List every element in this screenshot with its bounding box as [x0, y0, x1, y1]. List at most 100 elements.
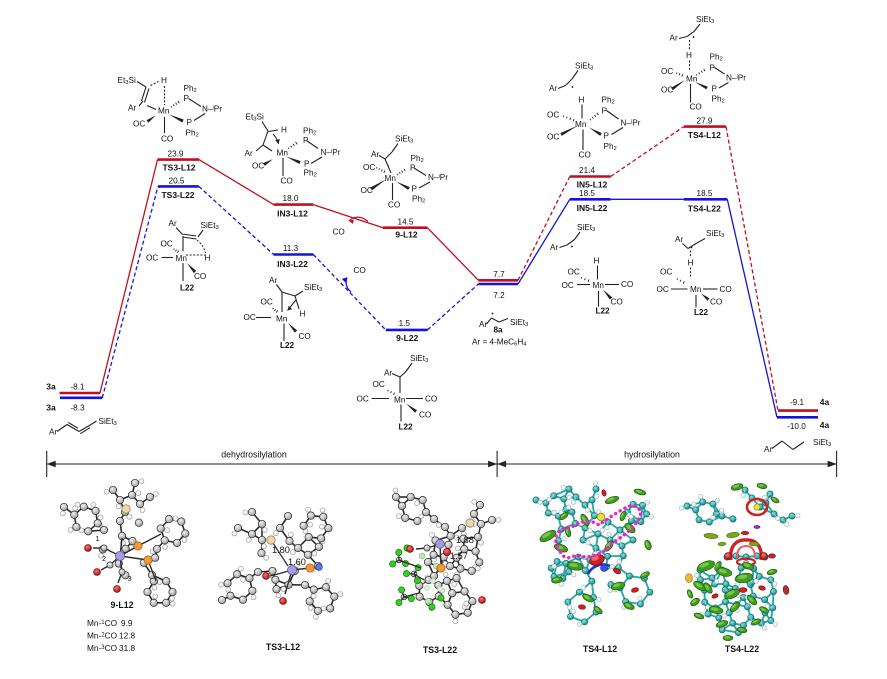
- svg-text:L22: L22: [399, 423, 414, 432]
- svg-text:Ar: Ar: [479, 320, 487, 329]
- svg-text:CO: CO: [354, 266, 366, 275]
- svg-text:H: H: [205, 254, 211, 263]
- svg-text:CO: CO: [621, 280, 633, 289]
- svg-text:OC: OC: [363, 163, 375, 172]
- svg-text:31.8: 31.8: [119, 643, 136, 653]
- svg-text:-8.1: -8.1: [70, 383, 85, 392]
- svg-text:9-L12: 9-L12: [111, 600, 134, 610]
- svg-text:Mn: Mn: [394, 396, 406, 405]
- svg-text:1.80: 1.80: [272, 545, 290, 555]
- svg-text:Ar: Ar: [245, 149, 253, 158]
- svg-text:20.5: 20.5: [169, 176, 185, 185]
- svg-text:L22: L22: [596, 307, 611, 316]
- svg-text:CO: CO: [611, 298, 623, 307]
- svg-text:18.0: 18.0: [283, 194, 299, 203]
- svg-text:14.5: 14.5: [398, 217, 414, 226]
- svg-text:Mn: Mn: [276, 315, 288, 324]
- svg-text:L22: L22: [694, 308, 709, 317]
- svg-text:Ar: Ar: [549, 84, 557, 93]
- svg-text:Mn: Mn: [158, 107, 170, 116]
- svg-text:P: P: [604, 132, 610, 141]
- svg-text:CO: CO: [281, 177, 293, 186]
- svg-text:CO: CO: [579, 151, 591, 160]
- svg-text:TS4-L22: TS4-L22: [725, 644, 759, 654]
- svg-text:23.9: 23.9: [168, 150, 184, 159]
- svg-text:CO: CO: [388, 201, 400, 210]
- svg-text:CO: CO: [161, 135, 173, 144]
- svg-text:N–iPr: N–iPr: [621, 119, 641, 128]
- svg-text:OC: OC: [252, 161, 264, 170]
- svg-text:Mn: Mn: [277, 149, 289, 158]
- svg-text:CO: CO: [425, 395, 437, 404]
- svg-text:TS4-L12: TS4-L12: [688, 130, 721, 140]
- svg-text:7.2: 7.2: [493, 291, 505, 300]
- svg-text:TS3-L22: TS3-L22: [423, 645, 457, 655]
- svg-text:TS3-L22: TS3-L22: [161, 190, 194, 200]
- svg-text:TS3-L12: TS3-L12: [266, 642, 300, 652]
- svg-text:Ar: Ar: [269, 276, 277, 285]
- svg-text:CO: CO: [194, 272, 206, 281]
- svg-text:4a: 4a: [820, 420, 830, 430]
- svg-text:OC: OC: [547, 133, 559, 142]
- svg-text:H: H: [281, 126, 287, 135]
- svg-text:OC: OC: [657, 285, 669, 294]
- svg-text:21.4: 21.4: [579, 166, 595, 175]
- svg-text:18.5: 18.5: [697, 189, 713, 198]
- svg-text:-9.1: -9.1: [790, 398, 805, 407]
- svg-text:P: P: [304, 160, 310, 169]
- svg-text:Ar: Ar: [384, 369, 392, 378]
- svg-text:H: H: [300, 310, 306, 319]
- svg-text:L22: L22: [180, 284, 195, 293]
- svg-text:N–iPr: N–iPr: [321, 148, 341, 157]
- svg-text:IN3-L22: IN3-L22: [277, 259, 308, 269]
- svg-text:dehydrosilylation: dehydrosilylation: [221, 450, 287, 460]
- svg-text:7.7: 7.7: [493, 270, 505, 279]
- svg-text:OC: OC: [146, 254, 158, 263]
- svg-text:P: P: [712, 85, 718, 94]
- svg-text:N–iPr: N–iPr: [428, 173, 448, 182]
- svg-text:Ar: Ar: [169, 219, 177, 228]
- svg-text:L22: L22: [280, 341, 295, 350]
- svg-text:CO: CO: [299, 332, 311, 341]
- svg-text:N–iPr: N–iPr: [202, 105, 222, 114]
- svg-text:11.3: 11.3: [283, 244, 299, 253]
- svg-text:N–iPr: N–iPr: [726, 74, 746, 83]
- svg-text:P: P: [187, 118, 193, 127]
- svg-text:OC: OC: [661, 86, 673, 95]
- svg-text:1.5: 1.5: [399, 319, 411, 328]
- svg-text:TS3-L12: TS3-L12: [162, 163, 195, 173]
- svg-text:Mn: Mn: [575, 120, 587, 129]
- svg-text:H: H: [688, 259, 694, 268]
- svg-text:9-L22: 9-L22: [396, 333, 418, 343]
- svg-text:1.60: 1.60: [288, 557, 306, 567]
- svg-text:27.9: 27.9: [697, 116, 713, 125]
- svg-text:OC: OC: [133, 120, 145, 129]
- svg-text:OC: OC: [261, 298, 273, 307]
- svg-text:3a: 3a: [46, 403, 56, 413]
- svg-text:4a: 4a: [820, 397, 830, 407]
- svg-text:-8.3: -8.3: [70, 404, 85, 413]
- svg-text:P: P: [410, 164, 416, 173]
- svg-text:1.57: 1.57: [450, 551, 468, 561]
- svg-text:OC: OC: [562, 281, 574, 290]
- svg-text:Ar = 4-MeC6H4: Ar = 4-MeC6H4: [472, 338, 527, 348]
- svg-text:CO: CO: [333, 228, 345, 237]
- svg-text:Mn: Mn: [385, 174, 397, 183]
- svg-text:OC: OC: [660, 268, 672, 277]
- svg-text:2: 2: [102, 554, 106, 563]
- svg-text:9-L12: 9-L12: [395, 229, 417, 239]
- svg-text:Mn: Mn: [176, 254, 188, 263]
- svg-text:P: P: [412, 185, 418, 194]
- svg-text:9.9: 9.9: [121, 618, 133, 628]
- svg-text:CO: CO: [710, 298, 722, 307]
- svg-text:IN5-L22: IN5-L22: [577, 203, 608, 213]
- svg-text:Mn: Mn: [593, 281, 605, 290]
- svg-text:1.88: 1.88: [456, 535, 474, 545]
- svg-text:OC: OC: [161, 240, 173, 249]
- svg-text:hydrosilylation: hydrosilylation: [624, 450, 680, 460]
- svg-text:-10.0: -10.0: [787, 422, 806, 431]
- svg-text:OC: OC: [373, 380, 385, 389]
- svg-text:OC: OC: [661, 67, 673, 76]
- svg-text:OC: OC: [547, 111, 559, 120]
- svg-text:1: 1: [96, 534, 100, 543]
